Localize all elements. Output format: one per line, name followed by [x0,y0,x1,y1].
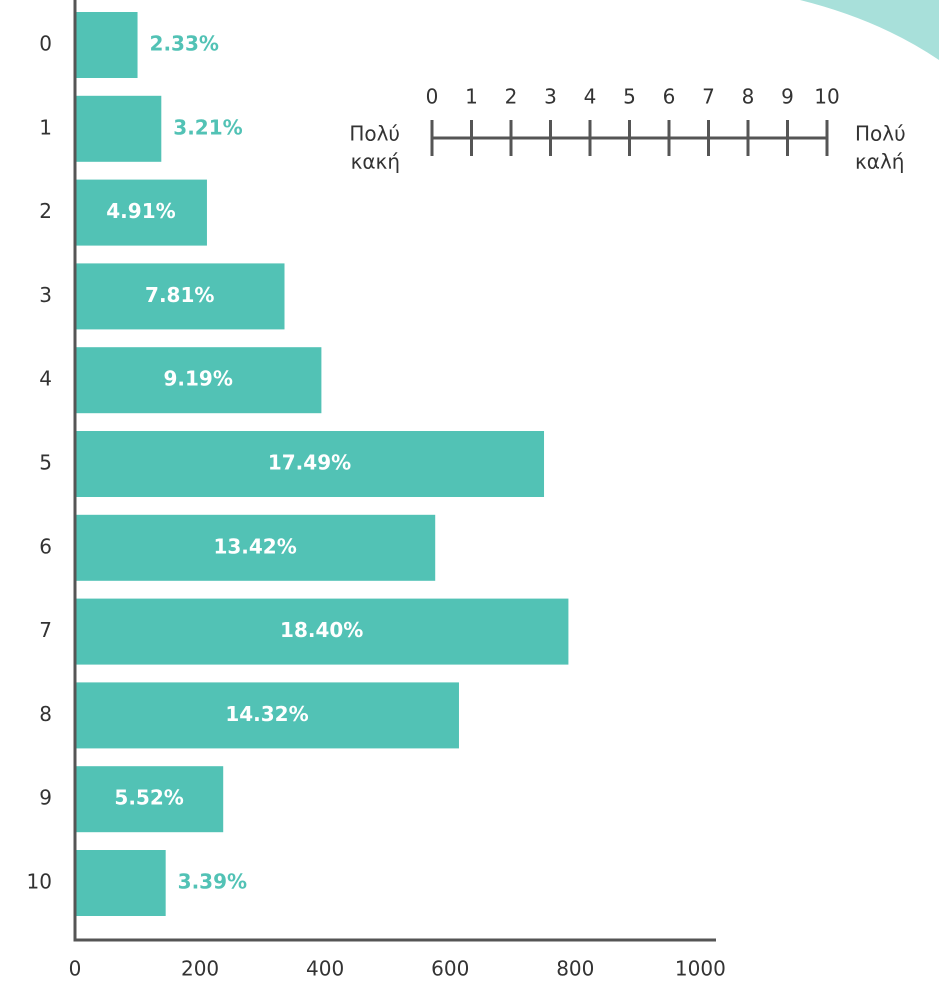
scale-tick-label: 10 [814,85,839,109]
y-tick-label: 7 [39,618,52,642]
y-tick-label: 3 [39,283,52,307]
scale-tick-label: 0 [426,85,439,109]
y-tick-label: 8 [39,702,52,726]
scale-tick-label: 4 [584,85,597,109]
x-tick-label: 1000 [675,957,726,981]
scale-tick-label: 3 [544,85,557,109]
y-tick-label: 4 [39,367,52,391]
y-tick-label: 9 [39,786,52,810]
bar [76,682,459,749]
value-label: 17.49% [268,451,351,475]
scale-tick-label: 7 [702,85,715,109]
bar [76,95,162,162]
value-label: 5.52% [114,786,183,810]
scale-tick-label: 2 [505,85,518,109]
value-label: 3.39% [178,870,247,894]
bar [76,850,166,916]
value-label: 2.33% [150,32,219,56]
x-tick-label: 0 [69,957,82,981]
scale-tick-label: 1 [465,85,478,109]
bar [76,347,322,414]
x-tick-label: 400 [306,957,344,981]
scale-tick-label: 6 [663,85,676,109]
value-label: 3.21% [173,115,242,139]
value-label: 4.91% [106,199,175,223]
value-label: 14.32% [225,702,308,726]
scale-tick-label: 8 [742,85,755,109]
bar [76,431,545,497]
bar [76,598,569,665]
value-label: 18.40% [280,618,363,642]
x-tick-label: 600 [431,957,469,981]
value-label: 13.42% [213,534,296,558]
bar [76,766,224,833]
y-tick-label: 10 [27,870,52,894]
bar [76,514,436,581]
scale-tick-label: 9 [781,85,794,109]
y-tick-label: 6 [39,534,52,558]
y-tick-label: 1 [39,115,52,139]
x-tick-label: 800 [556,957,594,981]
x-tick-label: 200 [181,957,219,981]
scale-left-label: κακή [351,150,400,174]
scale-right-label: Πολύ [855,122,906,146]
decoration [800,0,939,60]
y-tick-label: 0 [39,32,52,56]
value-label: 7.81% [145,283,214,307]
value-label: 9.19% [164,367,233,391]
scale-right-label: καλή [855,150,904,174]
y-tick-label: 5 [39,451,52,475]
scale-left-label: Πολύ [349,122,400,146]
scale-tick-label: 5 [623,85,636,109]
bar [76,12,138,78]
y-tick-label: 2 [39,199,52,223]
bar [76,179,207,246]
bar [76,263,285,330]
